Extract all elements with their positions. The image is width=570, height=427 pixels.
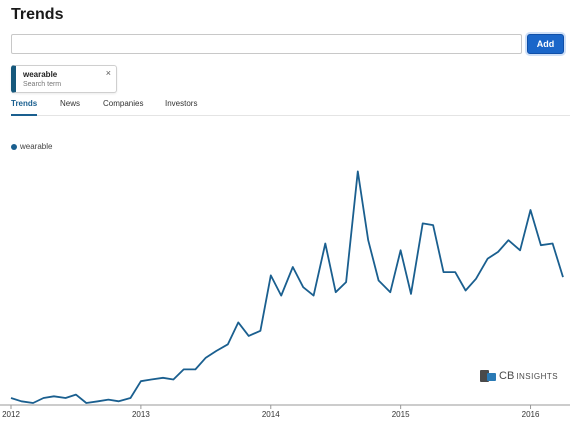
logo-brand: CB <box>499 370 515 382</box>
x-tick-label: 2016 <box>522 410 540 419</box>
search-input[interactable] <box>11 34 522 54</box>
chart-legend: wearable <box>11 142 52 151</box>
search-bar: Add <box>11 34 564 54</box>
x-tick-label: 2013 <box>132 410 150 419</box>
tab-investors[interactable]: Investors <box>165 99 198 108</box>
legend-dot-icon <box>11 143 17 150</box>
x-tick-label: 2015 <box>392 410 410 419</box>
add-button[interactable]: Add <box>527 34 564 54</box>
trend-chart: 2012 2013 2014 2015 2016 <box>0 170 570 419</box>
cb-insights-logo-icon <box>480 370 496 382</box>
cb-insights-logo: CB INSIGHTS <box>480 370 558 382</box>
tab-trends[interactable]: Trends <box>11 99 38 116</box>
close-icon[interactable]: × <box>105 68 111 78</box>
search-term-type: Search term <box>23 81 62 88</box>
legend-label: wearable <box>20 142 53 151</box>
page-title: Trends <box>11 6 64 23</box>
x-tick-label: 2012 <box>2 410 20 419</box>
tab-companies[interactable]: Companies <box>103 99 144 108</box>
search-term-label: wearable <box>23 70 58 79</box>
tab-news[interactable]: News <box>60 99 81 108</box>
logo-text: INSIGHTS <box>516 371 559 381</box>
x-tick-label: 2014 <box>262 410 280 419</box>
tab-bar: Trends News Companies Investors <box>11 96 570 116</box>
search-term-chip: wearable Search term × <box>11 65 117 93</box>
series-line-wearable <box>10 170 564 404</box>
